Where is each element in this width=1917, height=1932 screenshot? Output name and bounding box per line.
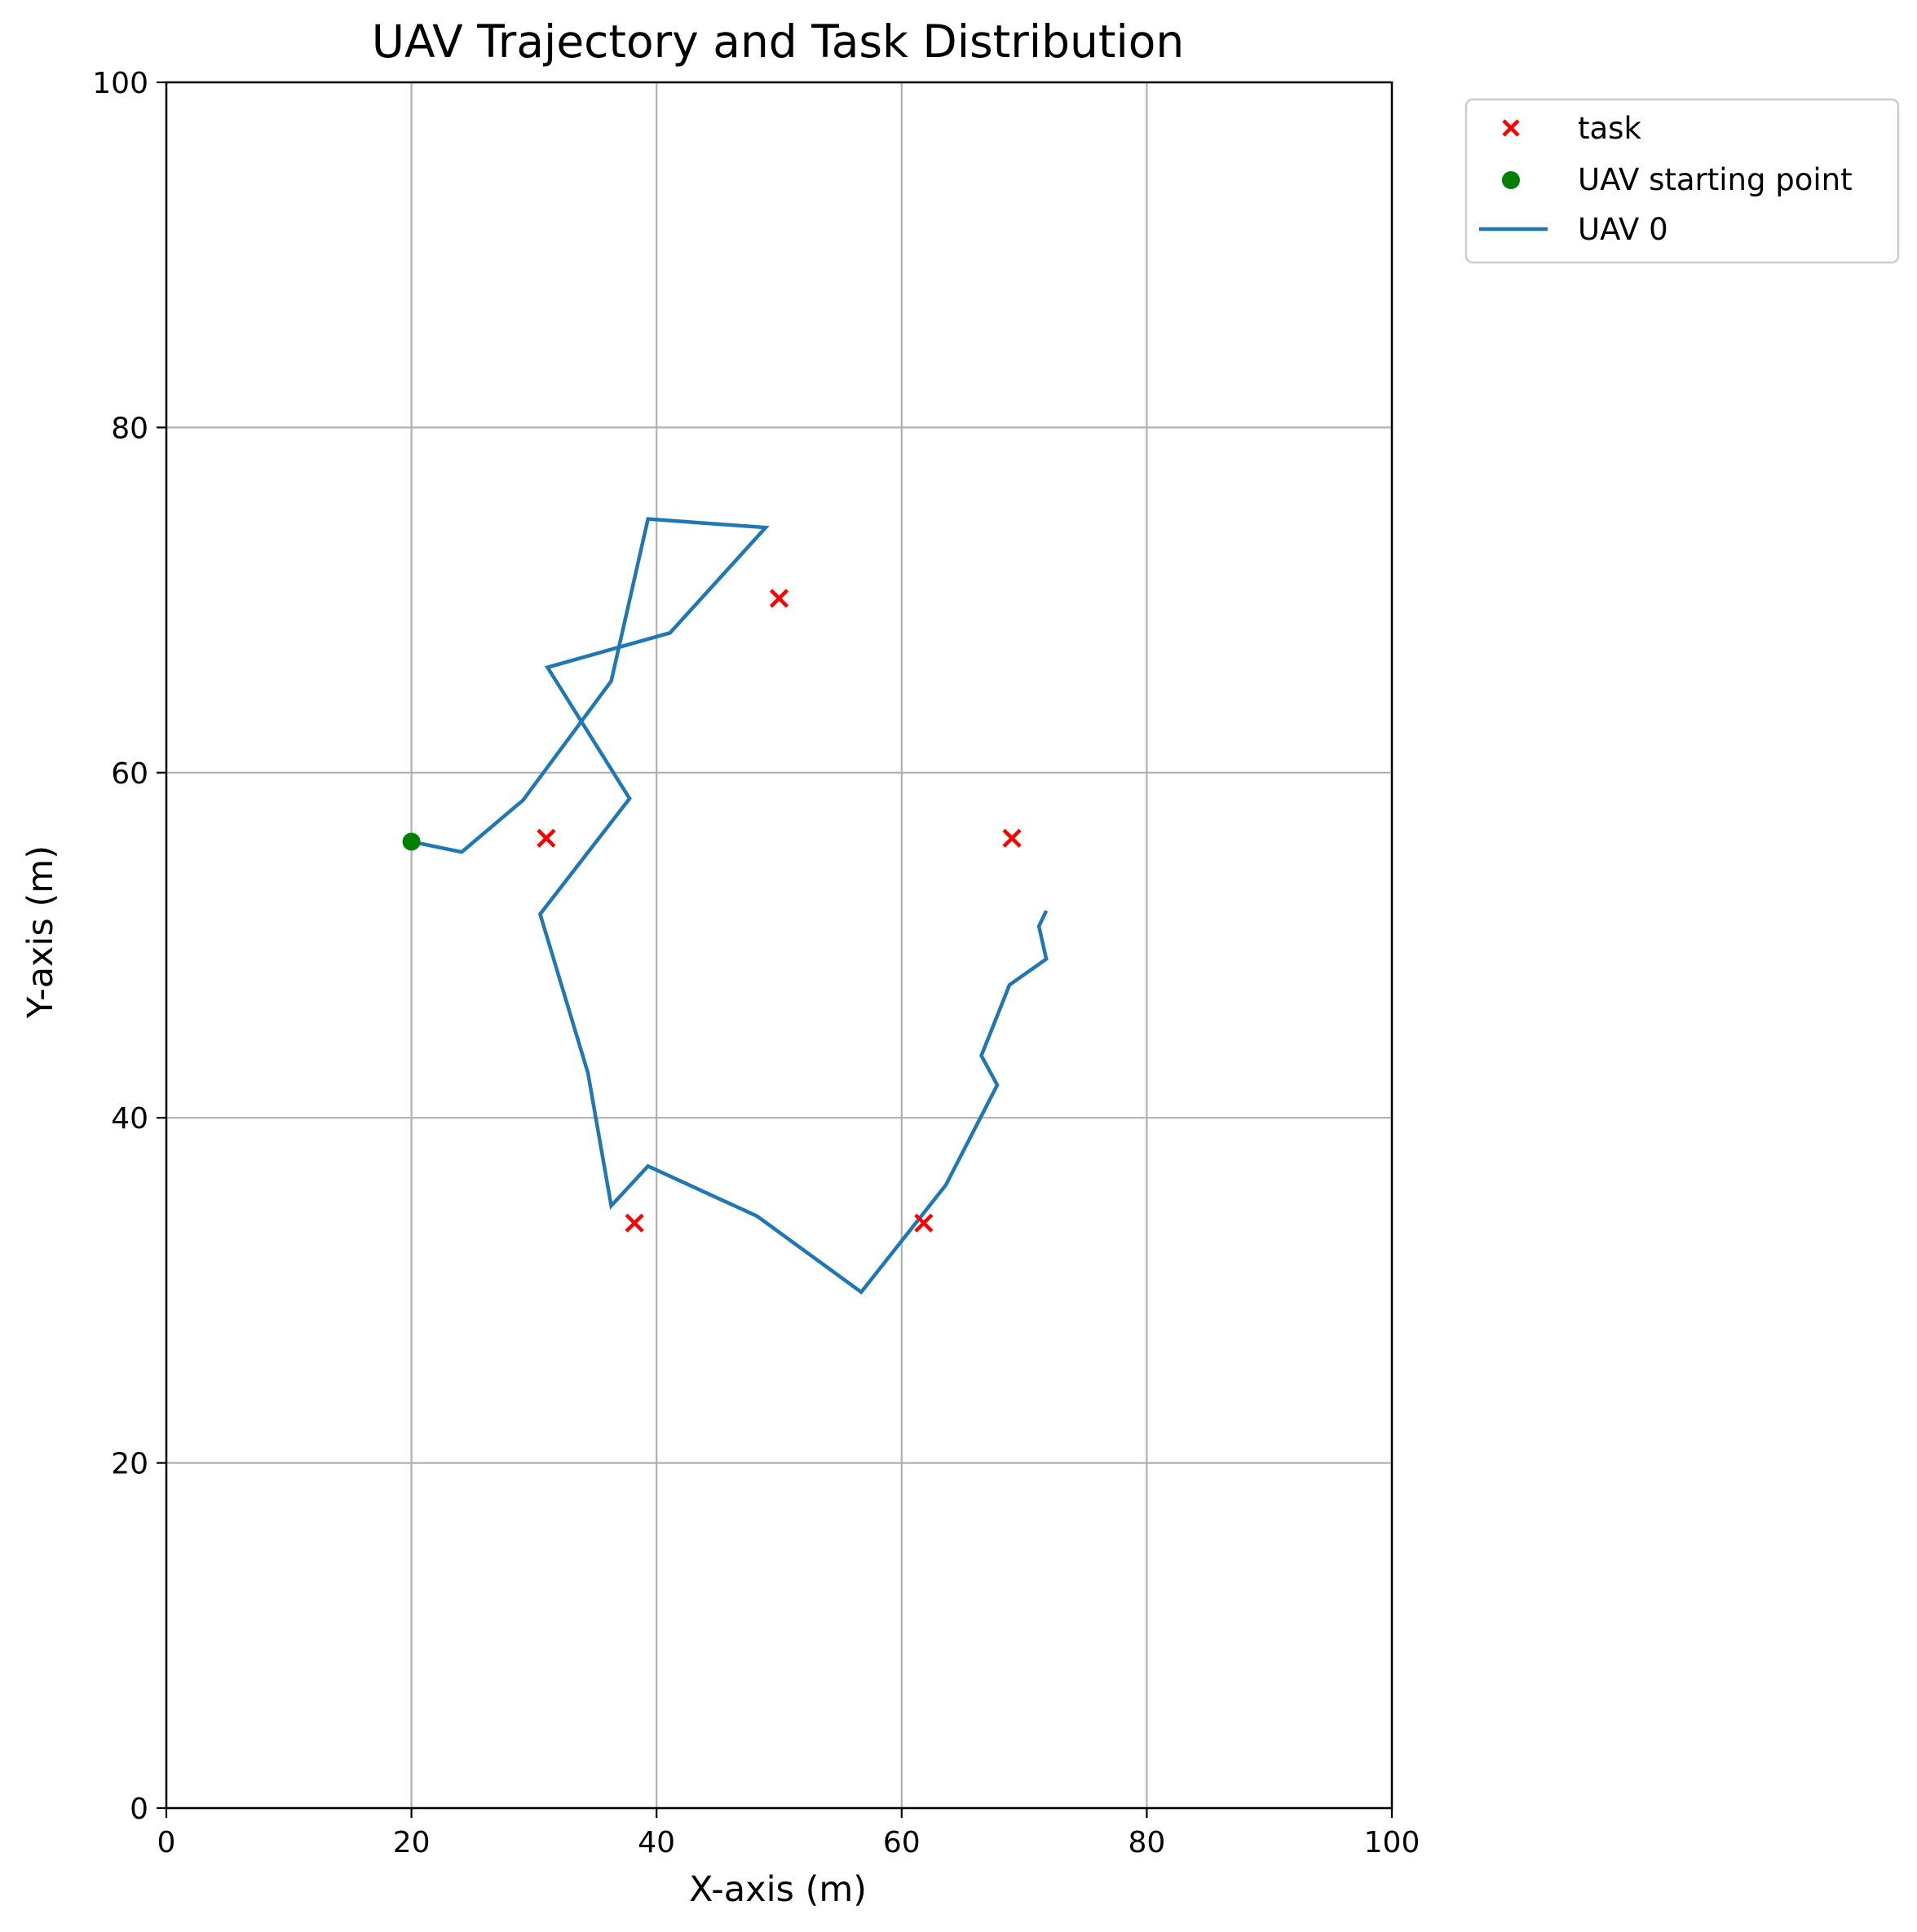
legend-label-task: task bbox=[1578, 111, 1641, 146]
y-tick-label: 40 bbox=[111, 1102, 148, 1136]
legend-circle-marker-icon bbox=[1502, 171, 1520, 189]
task-marker bbox=[537, 828, 556, 848]
plot-frame bbox=[165, 81, 1394, 1810]
task-marker bbox=[1002, 828, 1022, 848]
x-tick-label: 20 bbox=[393, 1826, 431, 1859]
x-tick-label: 40 bbox=[638, 1826, 675, 1859]
y-tick-label: 100 bbox=[92, 67, 148, 100]
chart-title: UAV Trajectory and Task Distribution bbox=[372, 15, 1185, 68]
legend-label-uav-0: UAV 0 bbox=[1578, 212, 1668, 247]
uav-starting-point-marker bbox=[402, 832, 421, 851]
legend: task UAV starting point UAV 0 bbox=[1464, 98, 1900, 264]
task-marker-stroke bbox=[914, 1213, 934, 1233]
task-marker bbox=[914, 1213, 934, 1233]
y-tick-label: 0 bbox=[130, 1793, 148, 1826]
x-axis-label: X-axis (m) bbox=[689, 1869, 867, 1910]
legend-item-uav-0: UAV 0 bbox=[1479, 212, 1668, 247]
y-tick-label: 60 bbox=[111, 757, 148, 791]
y-tick-label: 20 bbox=[111, 1448, 148, 1481]
legend-x-marker-icon bbox=[1502, 119, 1520, 137]
legend-box bbox=[1464, 98, 1900, 264]
task-marker-stroke bbox=[537, 828, 556, 848]
x-tick-label: 80 bbox=[1128, 1826, 1165, 1859]
uav-0-trajectory-line bbox=[411, 517, 1049, 1295]
task-marker-stroke bbox=[1002, 828, 1022, 848]
x-tick-label: 0 bbox=[157, 1826, 176, 1859]
legend-item-task: task bbox=[1502, 111, 1641, 146]
x-tick-label: 100 bbox=[1364, 1826, 1420, 1859]
legend-item-uav-starting-point: UAV starting point bbox=[1502, 162, 1853, 197]
task-marker bbox=[625, 1213, 644, 1233]
x-tick-label: 60 bbox=[883, 1826, 921, 1859]
plot-area bbox=[402, 517, 1049, 1295]
axis-ticks: 0 20 40 60 80 100 0 20 40 60 80 100 bbox=[92, 67, 1420, 1859]
y-tick-label: 80 bbox=[111, 412, 148, 445]
legend-label-uav-starting-point: UAV starting point bbox=[1578, 162, 1853, 197]
y-axis-label: Y-axis (m) bbox=[20, 845, 61, 1019]
task-marker bbox=[769, 589, 789, 608]
task-marker-stroke bbox=[769, 589, 789, 608]
task-marker-stroke bbox=[625, 1213, 644, 1233]
